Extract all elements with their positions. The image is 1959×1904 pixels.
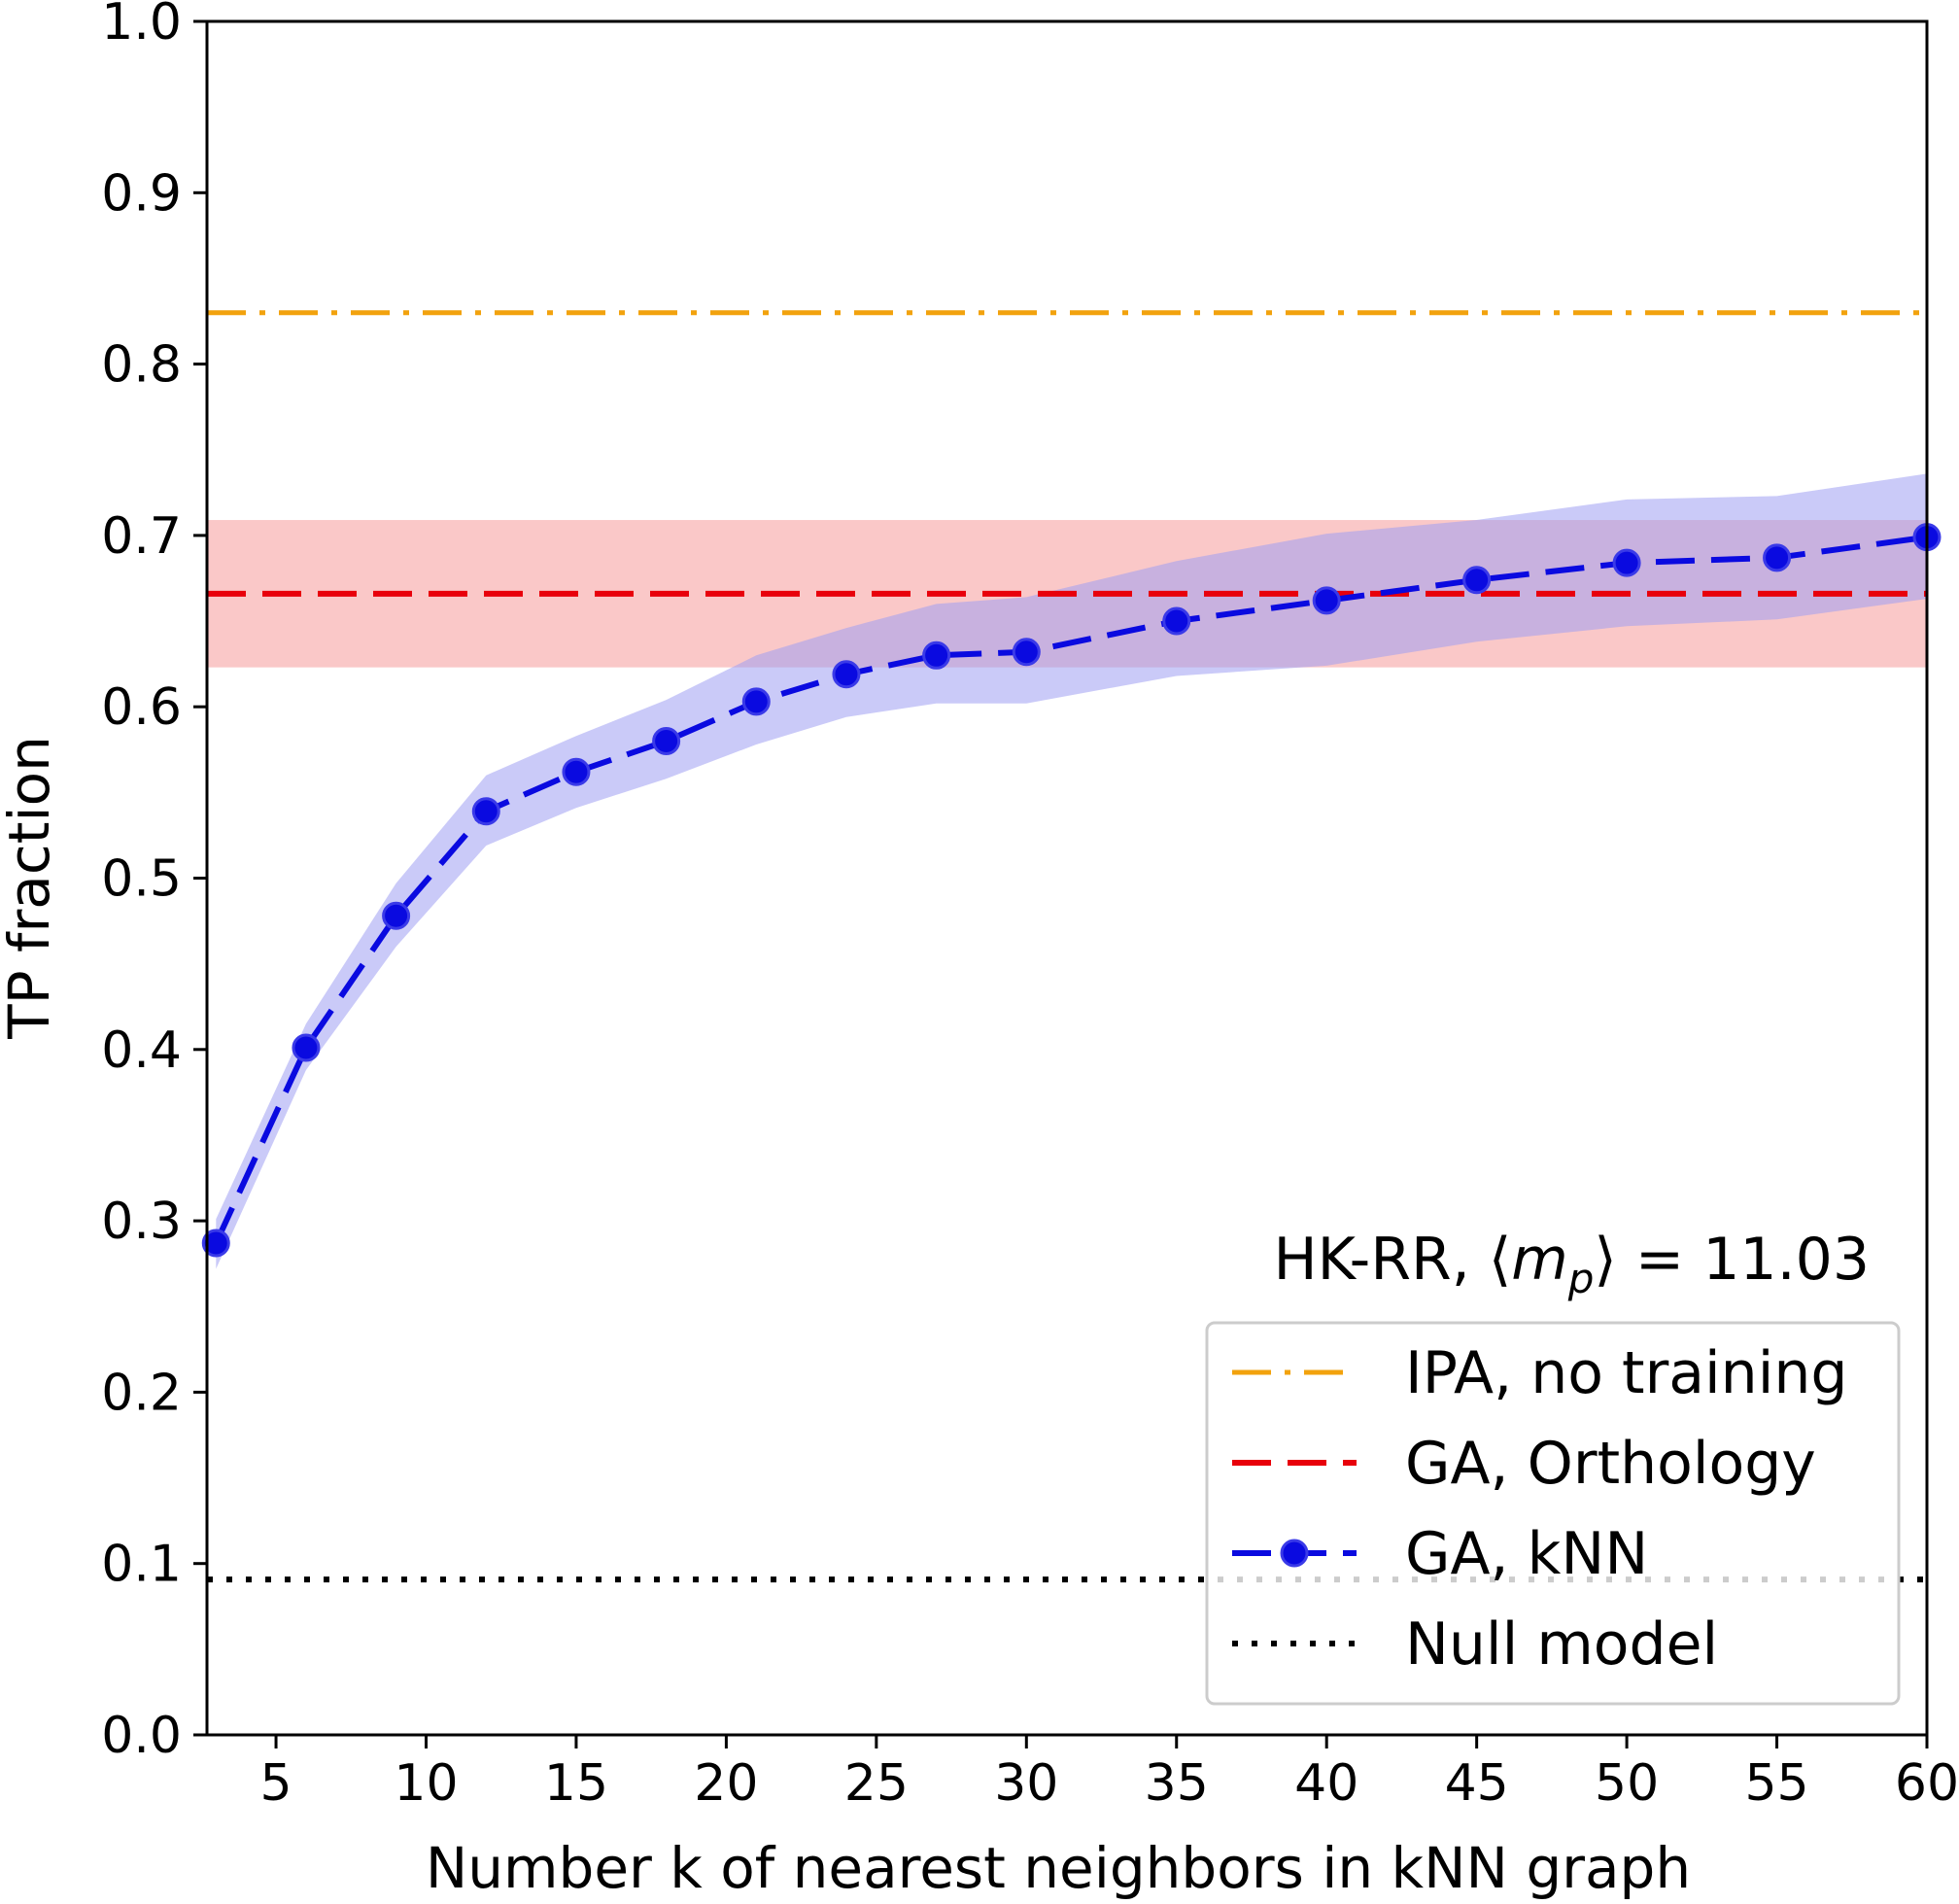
annotation-langle: ⟨ (1489, 1226, 1511, 1294)
knn-point (652, 726, 681, 755)
knn-point (1312, 586, 1341, 615)
knn-point (1162, 606, 1191, 636)
knn-point (1462, 566, 1492, 595)
x-tick-label: 10 (394, 1754, 458, 1813)
y-tick-label: 0.5 (101, 850, 182, 909)
y-tick-label: 0.7 (101, 507, 182, 566)
knn-point (562, 757, 591, 786)
legend-label: GA, kNN (1405, 1520, 1648, 1588)
knn-point (1763, 543, 1792, 572)
annotation-subscript: p (1567, 1255, 1595, 1302)
x-tick-label: 60 (1895, 1754, 1959, 1813)
knn-line (213, 534, 1927, 1245)
legend-label: GA, Orthology (1405, 1430, 1816, 1498)
plot-area (201, 310, 1942, 1583)
legend-label: Null model (1405, 1610, 1718, 1679)
knn-point (1612, 548, 1641, 577)
x-tick-label: 40 (1294, 1754, 1358, 1813)
y-tick-label: 0.0 (101, 1707, 182, 1765)
y-tick-label: 0.4 (101, 1021, 182, 1080)
knn-point (832, 660, 861, 689)
legend-frame (1205, 1321, 1901, 1706)
legend-label: IPA, no training (1405, 1339, 1847, 1407)
y-tick-label: 0.3 (101, 1193, 182, 1251)
x-tick-label: 50 (1595, 1754, 1659, 1813)
x-tick-label: 35 (1145, 1754, 1209, 1813)
x-tick-label: 55 (1744, 1754, 1808, 1813)
annotation: HK-RR, ⟨mp⟩ = 11.03 (1274, 1226, 1871, 1302)
annotation-value: = 11.03 (1617, 1226, 1870, 1294)
y-tick-label: 1.0 (101, 0, 182, 52)
annotation-prefix: HK-RR, (1274, 1226, 1489, 1294)
x-tick-label: 30 (994, 1754, 1058, 1813)
knn-point (922, 640, 951, 670)
x-tick-label: 5 (260, 1754, 292, 1813)
legend-marker (1280, 1539, 1309, 1568)
knn-point (741, 687, 771, 716)
y-tick-label: 0.1 (101, 1536, 182, 1594)
x-tick-label: 15 (544, 1754, 608, 1813)
y-tick-label: 0.8 (101, 336, 182, 395)
x-tick-label: 45 (1445, 1754, 1509, 1813)
annotation-m: m (1511, 1226, 1567, 1294)
legend: IPA, no training GA, Orthology GA, kNN Null… (1205, 1321, 1901, 1706)
knn-point (292, 1033, 321, 1062)
legend-entries: IPA, no training GA, Orthology GA, kNN Null… (1232, 1339, 1847, 1679)
knn-point (471, 797, 500, 826)
x-axis-label: Number k of nearest neighbors in kNN gra… (426, 1835, 1691, 1901)
knn-point (201, 1229, 230, 1258)
x-tick-label: 25 (844, 1754, 909, 1813)
knn-band (216, 473, 1927, 1269)
x-tick-label: 20 (694, 1754, 758, 1813)
y-axis-label: TP fraction (0, 736, 62, 1040)
y-tick-label: 0.2 (101, 1364, 182, 1422)
axes: 0.0 0.1 0.2 0.3 0.4 0.5 0.6 0.7 0.8 0.9 1.0 5 10 15 20… (101, 0, 1959, 1813)
y-tick-label: 0.9 (101, 164, 182, 223)
knn-point (1012, 638, 1041, 667)
y-tick-label: 0.6 (101, 678, 182, 737)
plot-layer (207, 310, 1927, 1583)
annotation-rangle: ⟩ (1594, 1226, 1616, 1294)
knn-point (382, 901, 411, 930)
